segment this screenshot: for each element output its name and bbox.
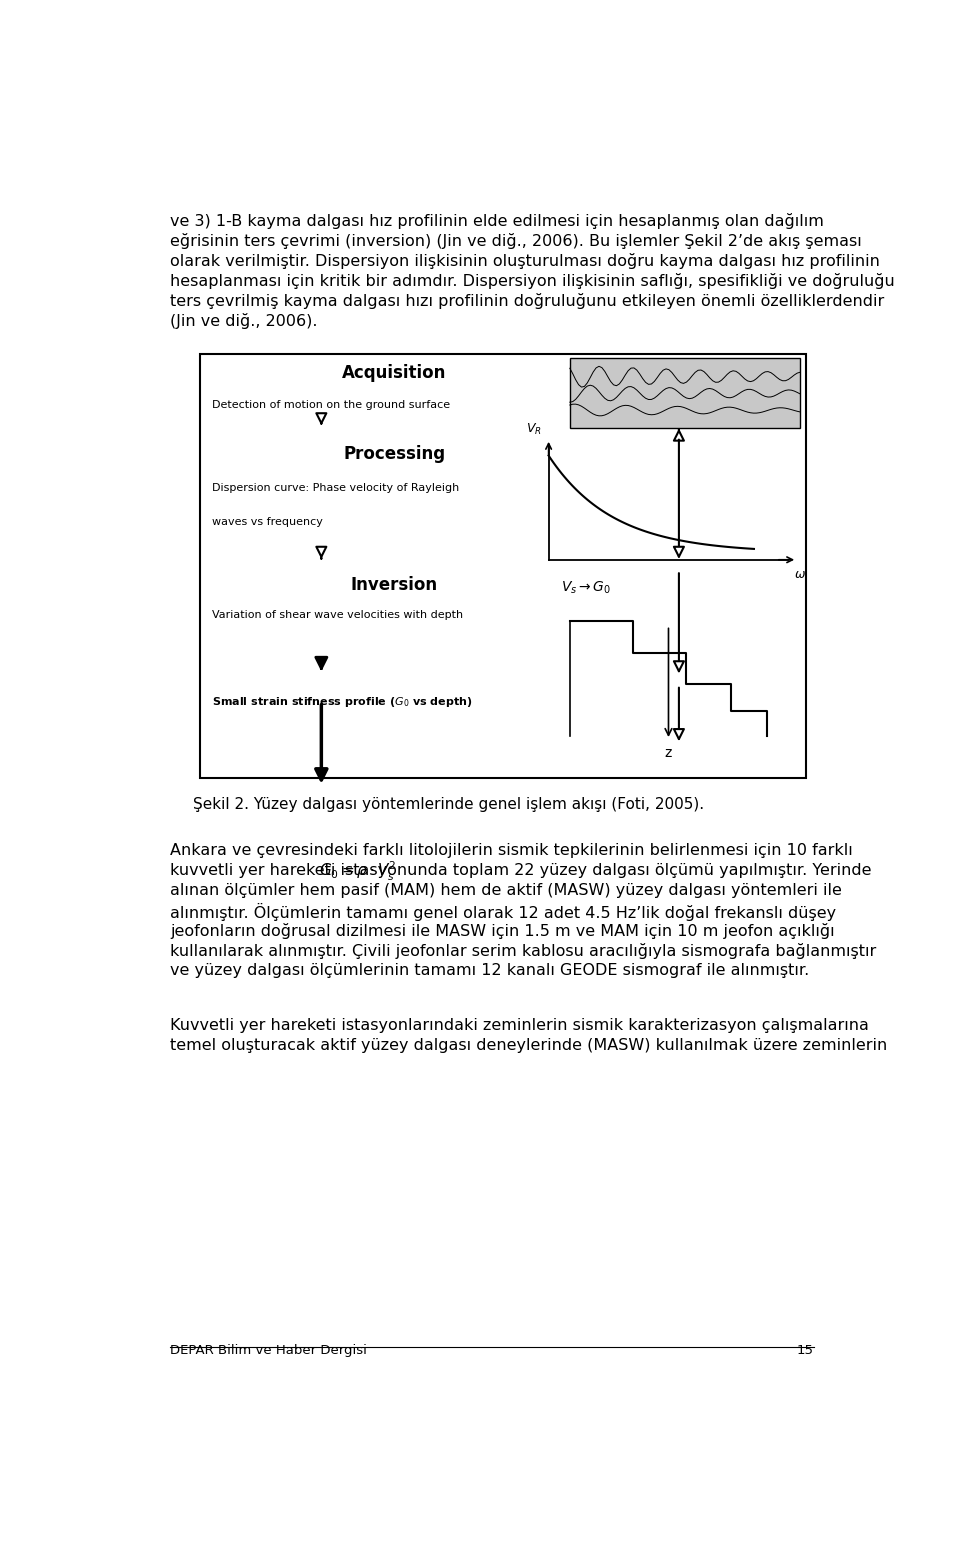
Text: Dispersion curve: Phase velocity of Rayleigh: Dispersion curve: Phase velocity of Rayl…	[212, 482, 460, 493]
Text: Small strain stifness profile ($G_0$ vs depth): Small strain stifness profile ($G_0$ vs …	[212, 695, 473, 709]
Text: Detection of motion on the ground surface: Detection of motion on the ground surfac…	[212, 400, 450, 409]
Text: olarak verilmiştir. Dispersiyon ilişkisinin oluşturulması doğru kayma dalgası hı: olarak verilmiştir. Dispersiyon ilişkisi…	[170, 253, 880, 268]
Text: DEPAR Bilim ve Haber Dergisi: DEPAR Bilim ve Haber Dergisi	[170, 1343, 368, 1357]
Text: hesaplanması için kritik bir adımdır. Dispersiyon ilişkisinin saflığı, spesifikl: hesaplanması için kritik bir adımdır. Di…	[170, 273, 895, 288]
Text: Şekil 2. Yüzey dalgası yöntemlerinde genel işlem akışı (Foti, 2005).: Şekil 2. Yüzey dalgası yöntemlerinde gen…	[193, 797, 704, 813]
Text: z: z	[665, 746, 672, 760]
Text: Kuvvetli yer hareketi istasyonlarındaki zeminlerin sismik karakterizasyon çalışm: Kuvvetli yer hareketi istasyonlarındaki …	[170, 1019, 869, 1033]
Text: Processing: Processing	[343, 445, 445, 462]
Text: eğrisinin ters çevrimi (inversion) (Jin ve diğ., 2006). Bu işlemler Şekil 2’de a: eğrisinin ters çevrimi (inversion) (Jin …	[170, 233, 862, 250]
Text: waves vs frequency: waves vs frequency	[212, 516, 324, 527]
Text: Ankara ve çevresindeki farklı litolojilerin sismik tepkilerinin belirlenmesi içi: Ankara ve çevresindeki farklı litolojile…	[170, 844, 853, 858]
Bar	[570, 358, 800, 428]
Text: jeofonların doğrusal dizilmesi ile MASW için 1.5 m ve MAM için 10 m jeofon açıkl: jeofonların doğrusal dizilmesi ile MASW …	[170, 923, 835, 938]
Text: temel oluşturacak aktif yüzey dalgası deneylerinde (MASW) kullanılmak üzere zemi: temel oluşturacak aktif yüzey dalgası de…	[170, 1038, 888, 1053]
Text: alınmıştır. Ölçümlerin tamamı genel olarak 12 adet 4.5 Hz’lik doğal frekanslı dü: alınmıştır. Ölçümlerin tamamı genel olar…	[170, 903, 836, 921]
Text: (Jin ve diğ., 2006).: (Jin ve diğ., 2006).	[170, 313, 318, 329]
FancyBboxPatch shape	[200, 354, 806, 779]
Text: ve 3) 1-B kayma dalgası hız profilinin elde edilmesi için hesaplanmış olan dağıl: ve 3) 1-B kayma dalgası hız profilinin e…	[170, 212, 825, 230]
Text: $G_0 = \rho \cdot V_s^2$: $G_0 = \rho \cdot V_s^2$	[319, 859, 396, 883]
Text: alınan ölçümler hem pasif (MAM) hem de aktif (MASW) yüzey dalgası yöntemleri ile: alınan ölçümler hem pasif (MAM) hem de a…	[170, 883, 842, 898]
Text: $V_R$: $V_R$	[525, 422, 541, 437]
Text: ve yüzey dalgası ölçümlerinin tamamı 12 kanalı GEODE sismograf ile alınmıştır.: ve yüzey dalgası ölçümlerinin tamamı 12 …	[170, 963, 809, 977]
Text: $\omega$: $\omega$	[794, 568, 806, 582]
Text: $V_s \rightarrow G_0$: $V_s \rightarrow G_0$	[561, 579, 611, 596]
Text: Acquisition: Acquisition	[342, 364, 446, 382]
Text: 15: 15	[797, 1343, 814, 1357]
Text: kuvvetli yer hareketi istasyonunda toplam 22 yüzey dalgası ölçümü yapılmıştır. Y: kuvvetli yer hareketi istasyonunda topla…	[170, 862, 872, 878]
Text: ters çevrilmiş kayma dalgası hızı profilinin doğruluğunu etkileyen önemli özelli: ters çevrilmiş kayma dalgası hızı profil…	[170, 293, 884, 309]
Text: kullanılarak alınmıştır. Çivili jeofonlar serim kablosu aracılığıyla sismografa : kullanılarak alınmıştır. Çivili jeofonla…	[170, 943, 876, 959]
Text: Variation of shear wave velocities with depth: Variation of shear wave velocities with …	[212, 610, 464, 620]
Text: Inversion: Inversion	[350, 575, 438, 594]
